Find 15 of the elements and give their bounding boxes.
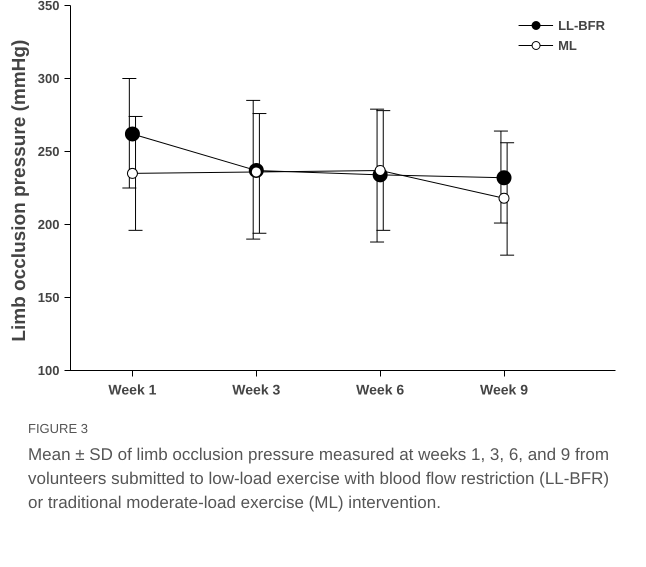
y-tick-label: 350 xyxy=(38,0,60,13)
y-tick-label: 250 xyxy=(38,144,60,159)
caption: FIGURE 3 xyxy=(28,420,88,438)
x-tick-label: Week 3 xyxy=(232,382,281,398)
y-tick-label: 100 xyxy=(38,363,60,378)
legend-label: ML xyxy=(558,38,578,52)
y-tick-label: 300 xyxy=(38,71,60,86)
y-tick-label: 150 xyxy=(38,290,60,305)
y-axis-title: Limb occlusion pressure (mmHg) xyxy=(8,40,30,342)
x-tick-label: Week 1 xyxy=(108,382,157,398)
y-tick-label: 200 xyxy=(38,217,60,232)
x-tick-label: Week 6 xyxy=(356,382,404,398)
legend-label: LL-BFR xyxy=(558,18,605,32)
text: Mean ± SD of limb occlusion pressure measured at weeks 1, 3, 6, and 9 from volunteers submitted to low-load exercise with blood flow restriction (LL-BFR) or traditional moderate-load exercise (ML) intervention. xyxy=(28,444,610,514)
x-tick-label: Week 9 xyxy=(480,382,528,398)
